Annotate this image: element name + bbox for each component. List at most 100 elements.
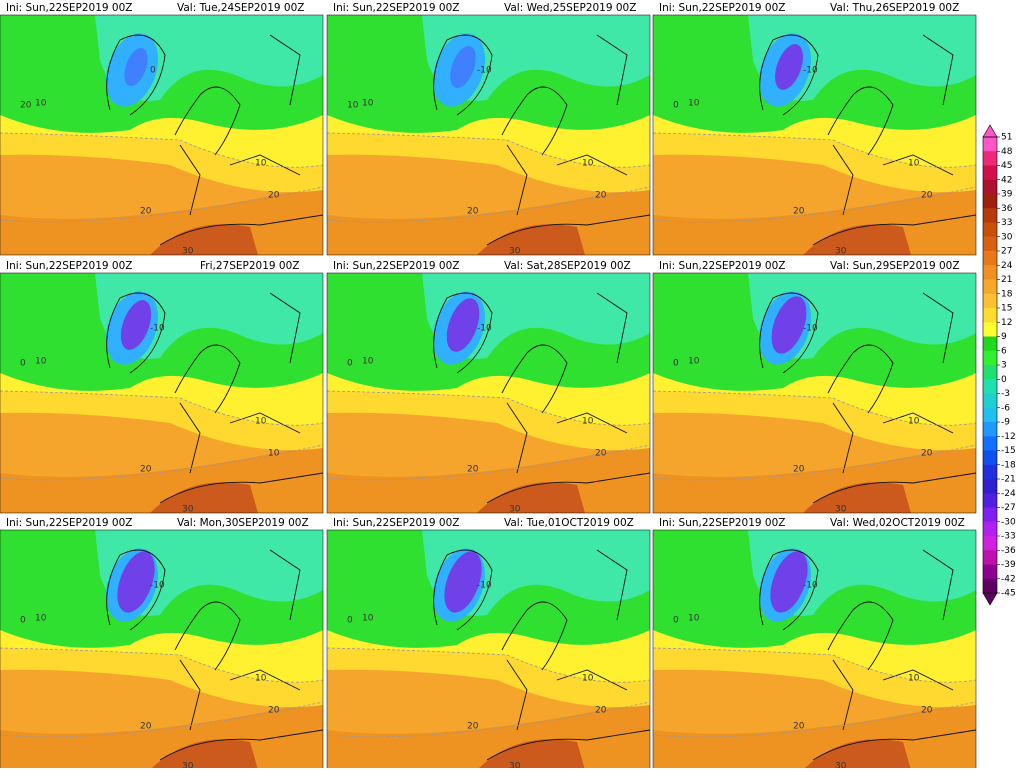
contour-label: 10	[255, 159, 267, 169]
contour-label: -10	[150, 581, 165, 591]
contour-label: -10	[150, 324, 165, 334]
colorbar-label: -24	[1001, 489, 1016, 499]
contour-label: 30	[509, 762, 521, 769]
colorbar-label: 24	[1001, 261, 1013, 271]
map: -10 10 10 20 20 30 0	[652, 272, 977, 515]
colorbar-band	[983, 578, 997, 594]
isotherm	[653, 390, 976, 481]
contour-label: 20	[595, 706, 607, 716]
colorbar-band	[983, 564, 997, 580]
colorbar-band	[983, 407, 997, 423]
contour-label: 10	[582, 674, 594, 684]
colorbar-band	[983, 521, 997, 537]
contour-label: 20	[793, 465, 805, 475]
map: -10 10 10 20 20 30 0	[652, 529, 977, 772]
init-time: Ini: Sun,22SEP2019 00Z	[659, 517, 785, 529]
hot-core	[803, 482, 911, 513]
map-fill	[653, 530, 976, 770]
isotherm	[0, 132, 323, 223]
colorbar-band	[983, 436, 997, 451]
contour-label: 10	[362, 99, 374, 109]
colorbar-band	[983, 137, 997, 152]
coastline	[433, 34, 650, 246]
map: -10 10 10 20 10 30 0	[0, 272, 324, 515]
valid-time: Val: Thu,26SEP2019 00Z	[830, 2, 959, 14]
isotherm	[0, 390, 323, 481]
init-time: Ini: Sun,22SEP2019 00Z	[333, 517, 459, 529]
map: -10 10 10 20 20 30 0	[326, 529, 651, 772]
colorbar-band	[983, 464, 997, 480]
contour-label: 0	[150, 66, 156, 76]
isotherm	[327, 132, 650, 223]
valid-time: Val: Mon,30SEP2019 00Z	[177, 517, 309, 529]
map-frame	[326, 14, 651, 256]
contour-label: 30	[835, 247, 847, 257]
greenland-core	[446, 298, 480, 352]
colorbar-label: 15	[1001, 304, 1012, 314]
colorbar-band	[983, 251, 997, 266]
colorbar-label: 39	[1001, 190, 1013, 200]
colorbar-band	[983, 308, 997, 323]
contour-label: 10	[347, 101, 359, 111]
colorbar-label: 18	[1001, 289, 1013, 299]
coastline	[759, 292, 976, 504]
colorbar-band	[983, 194, 997, 209]
hot-core	[150, 482, 258, 513]
contour-label: 10	[688, 614, 700, 624]
contour-label: 20	[140, 207, 152, 217]
contour-label: 0	[673, 101, 679, 111]
hot-core	[803, 224, 911, 255]
colorbar-label: -36	[1001, 546, 1016, 556]
valid-time: Val: Tue,01OCT2019 00Z	[504, 517, 634, 529]
map-fill	[653, 273, 976, 513]
colorbar-band	[983, 265, 997, 280]
colorbar: 51484542393633302724211815129630-3-6-9-1…	[982, 124, 1016, 606]
colorbar-label: -6	[1001, 403, 1010, 413]
contour-label: -10	[803, 66, 818, 76]
contour-label: 20	[467, 207, 479, 217]
colorbar-label: -9	[1001, 418, 1010, 428]
map: -10 10 10 20 20 30 0	[0, 529, 324, 772]
contour-label: 10	[35, 614, 47, 624]
contour-label: 10	[362, 614, 374, 624]
contour-label: 20	[921, 706, 933, 716]
contour-label: 20	[793, 207, 805, 217]
init-time: Ini: Sun,22SEP2019 00Z	[659, 260, 785, 272]
contour-label: 0	[673, 359, 679, 369]
contour-label: 20	[921, 191, 933, 201]
contour-label: 10	[582, 417, 594, 427]
colorbar-label: -45	[1001, 589, 1016, 599]
contour-label: 10	[908, 159, 920, 169]
valid-time: Val: Wed,25SEP2019 00Z	[504, 2, 636, 14]
colorbar-label: -21	[1001, 475, 1016, 485]
valid-time: Val: Sun,29SEP2019 00Z	[830, 260, 960, 272]
colorbar-top-arrow	[982, 124, 998, 138]
colorbar-label: 45	[1001, 161, 1012, 171]
coastline	[106, 292, 323, 504]
coastline	[759, 34, 976, 246]
contour-label: 0	[347, 616, 353, 626]
colorbar-band	[983, 550, 997, 565]
colorbar-label: -42	[1001, 574, 1016, 584]
init-time: Ini: Sun,22SEP2019 00Z	[659, 2, 785, 14]
colorbar-label: 51	[1001, 133, 1012, 143]
isotherm	[653, 647, 976, 738]
contour-label: -10	[477, 324, 492, 334]
valid-time: Val: Wed,02OCT2019 00Z	[830, 517, 965, 529]
colorbar-label: -33	[1001, 532, 1016, 542]
hot-core	[150, 224, 258, 255]
colorbar-bottom-arrow	[982, 592, 998, 606]
contour-label: 20	[268, 706, 280, 716]
contour-label: 10	[255, 674, 267, 684]
greenland-core	[770, 551, 808, 613]
greenland-core	[444, 551, 482, 613]
coastline	[106, 34, 323, 246]
contour-label: 0	[20, 359, 26, 369]
valid-time: Val: Tue,24SEP2019 00Z	[177, 2, 304, 14]
colorbar-band	[983, 536, 997, 551]
colorbar-band	[983, 379, 997, 394]
greenland-core	[124, 47, 148, 87]
colorbar-band	[983, 450, 997, 466]
greenland-core	[771, 296, 807, 354]
